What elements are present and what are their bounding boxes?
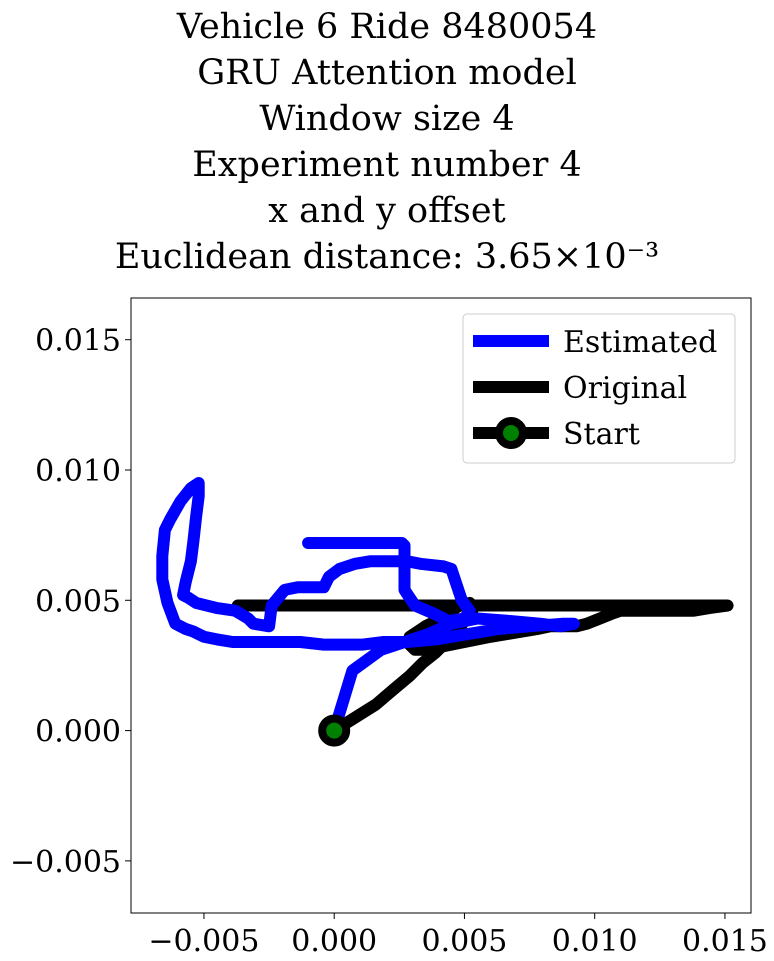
- legend-box: [462, 313, 736, 464]
- y-tick-label: 0.005: [35, 584, 121, 619]
- plot-area: [156, 477, 734, 747]
- title-line-3: Window size 4: [259, 99, 515, 139]
- axes: −0.005 0.000 0.005 0.010 0.015 −0.005 0.000 0.0…: [10, 297, 768, 959]
- legend-marker-start: [495, 417, 527, 449]
- y-tick-label: −0.005: [10, 845, 121, 880]
- legend-label-estimated: Estimated: [563, 325, 717, 360]
- y-tick-label: 0.000: [35, 715, 121, 750]
- title-line-1: Vehicle 6 Ride 8480054: [176, 7, 598, 47]
- x-tick-label: −0.005: [148, 924, 259, 959]
- start-marker: [318, 714, 351, 747]
- legend-label-original: Original: [563, 371, 687, 406]
- title-line-6: Euclidean distance: 3.65×10⁻³: [114, 237, 660, 277]
- x-tick-label: 0.015: [682, 924, 768, 959]
- legend-label-start: Start: [563, 417, 640, 452]
- x-tick-label: 0.010: [552, 924, 638, 959]
- title-line-5: x and y offset: [268, 191, 506, 231]
- title-line-2: GRU Attention model: [197, 53, 577, 93]
- y-tick-label: 0.010: [35, 454, 121, 489]
- title-line-4: Experiment number 4: [192, 145, 582, 185]
- x-tick-label: 0.000: [291, 924, 377, 959]
- series-line-estimated: [156, 477, 580, 737]
- chart-title: Vehicle 6 Ride 8480054 GRU Attention mod…: [0, 4, 774, 280]
- axes-frame: [130, 297, 752, 914]
- legend: Estimated Original Start: [462, 313, 736, 464]
- x-tick-label: 0.005: [422, 924, 508, 959]
- y-tick-label: 0.015: [35, 324, 121, 359]
